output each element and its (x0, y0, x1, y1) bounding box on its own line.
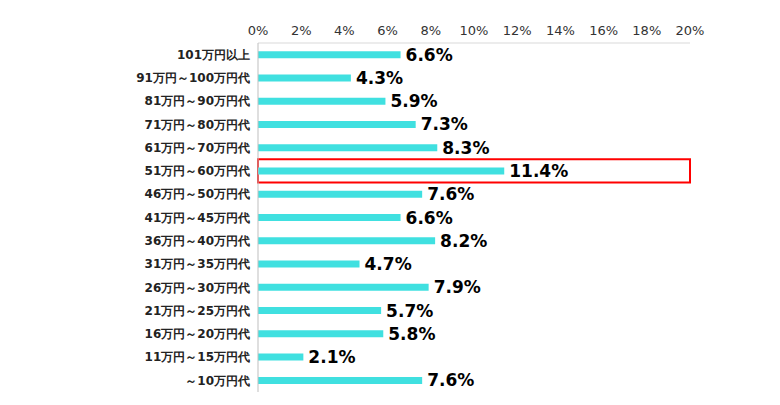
svg-text:2.1%: 2.1% (308, 347, 355, 367)
svg-text:7.3%: 7.3% (421, 114, 468, 134)
svg-text:101万円以上: 101万円以上 (177, 48, 250, 62)
svg-text:31万円～35万円代: 31万円～35万円代 (145, 257, 250, 271)
svg-text:11万円～15万円代: 11万円～15万円代 (145, 350, 250, 364)
svg-text:12%: 12% (503, 23, 532, 38)
svg-text:26万円～30万円代: 26万円～30万円代 (145, 281, 250, 295)
svg-text:4.3%: 4.3% (356, 68, 403, 88)
svg-text:81万円～90万円代: 81万円～90万円代 (145, 94, 250, 108)
svg-text:5.9%: 5.9% (390, 91, 437, 111)
svg-text:6%: 6% (377, 23, 398, 38)
svg-text:5.7%: 5.7% (386, 301, 433, 321)
svg-text:7.9%: 7.9% (434, 277, 481, 297)
svg-text:21万円～25万円代: 21万円～25万円代 (145, 304, 250, 318)
svg-text:14%: 14% (546, 23, 575, 38)
svg-text:5.8%: 5.8% (388, 324, 435, 344)
svg-text:8.3%: 8.3% (442, 138, 489, 158)
svg-text:41万円～45万円代: 41万円～45万円代 (145, 211, 250, 225)
svg-text:10%: 10% (460, 23, 489, 38)
svg-text:36万円～40万円代: 36万円～40万円代 (145, 234, 250, 248)
svg-text:4.7%: 4.7% (365, 254, 412, 274)
svg-text:51万円～60万円代: 51万円～60万円代 (145, 164, 250, 178)
svg-text:6.6%: 6.6% (406, 45, 453, 65)
svg-text:～10万円代: ～10万円代 (185, 374, 250, 388)
svg-text:11.4%: 11.4% (509, 161, 568, 181)
svg-text:4%: 4% (334, 23, 355, 38)
svg-text:46万円～50万円代: 46万円～50万円代 (145, 187, 250, 201)
svg-text:0%: 0% (248, 23, 269, 38)
svg-text:7.6%: 7.6% (427, 184, 474, 204)
svg-text:7.6%: 7.6% (427, 370, 474, 390)
svg-text:8.2%: 8.2% (440, 231, 487, 251)
svg-text:8%: 8% (420, 23, 441, 38)
svg-text:71万円～80万円代: 71万円～80万円代 (145, 118, 250, 132)
svg-text:61万円～70万円代: 61万円～70万円代 (145, 141, 250, 155)
svg-text:16%: 16% (589, 23, 618, 38)
svg-text:18%: 18% (632, 23, 661, 38)
svg-text:16万円～20万円代: 16万円～20万円代 (145, 327, 250, 341)
svg-text:2%: 2% (291, 23, 312, 38)
svg-text:6.6%: 6.6% (406, 208, 453, 228)
svg-text:91万円～100万円代: 91万円～100万円代 (136, 71, 250, 85)
svg-text:20%: 20% (676, 23, 705, 38)
